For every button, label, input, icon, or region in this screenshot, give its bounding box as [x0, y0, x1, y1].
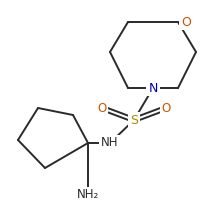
Text: O: O: [161, 101, 171, 114]
Text: S: S: [130, 113, 138, 126]
Text: NH₂: NH₂: [77, 189, 99, 202]
Text: O: O: [181, 15, 191, 28]
Text: NH: NH: [101, 137, 119, 150]
Text: N: N: [148, 82, 158, 95]
Text: O: O: [97, 101, 107, 114]
